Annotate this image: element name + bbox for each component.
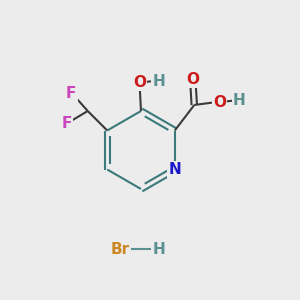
Text: Br: Br bbox=[110, 242, 130, 256]
Text: O: O bbox=[186, 72, 199, 87]
Text: H: H bbox=[153, 242, 165, 256]
Text: O: O bbox=[213, 94, 226, 110]
Text: F: F bbox=[66, 85, 76, 100]
Text: F: F bbox=[61, 116, 72, 130]
Text: H: H bbox=[233, 93, 246, 108]
Text: N: N bbox=[168, 162, 181, 177]
Text: H: H bbox=[153, 74, 165, 88]
Text: O: O bbox=[133, 75, 146, 90]
